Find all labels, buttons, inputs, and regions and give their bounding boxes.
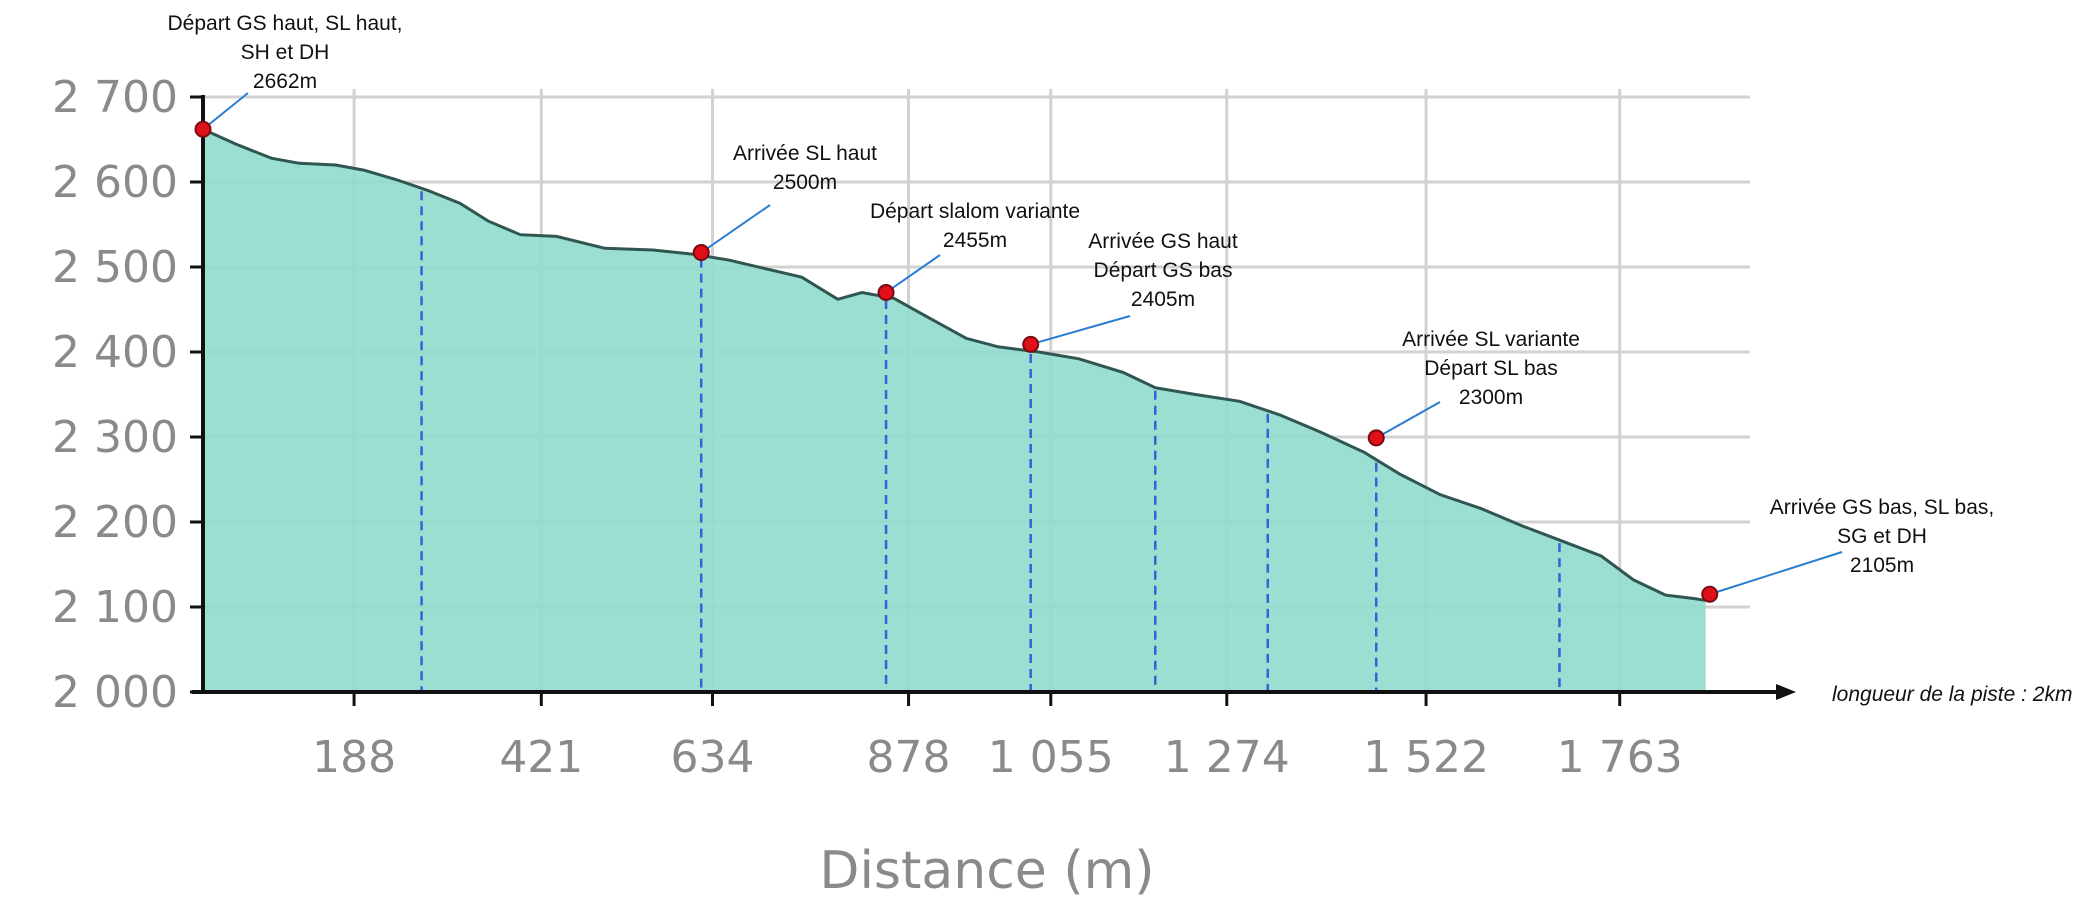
y-tick-label-7: 2 700 [52,72,178,123]
callout-text-3-0: Arrivée GS haut [1088,230,1238,253]
callout-marker-1 [692,244,710,262]
callout-leader-4 [1375,401,1441,439]
x-tick-label-3: 878 [867,732,951,783]
callout-leader-1 [700,204,771,254]
callout-leader-5 [1709,551,1843,596]
callout-leader-2 [885,254,941,294]
callout-text-5-0: Arrivée GS bas, SL bas, [1770,496,1995,519]
callout-4: Arrivée SL variante Départ SL bas 2300m [1367,328,1580,447]
callout-1: Arrivée SL haut 2500m [692,142,877,262]
y-tick-labels: 2 000 2 100 2 200 2 300 2 400 2 500 2 600 2 700 [52,72,178,718]
x-tick-label-7: 1 763 [1557,732,1683,783]
callout-text-1-1: 2500m [773,171,837,194]
piste-length-label: longueur de la piste : 2km [1832,683,2072,706]
y-tick-label-5: 2 500 [52,242,178,293]
x-tick-label-6: 1 522 [1363,732,1489,783]
callout-text-4-0: Arrivée SL variante [1402,328,1580,351]
elevation-area [203,129,1706,693]
y-tick-label-4: 2 400 [52,327,178,378]
y-tick-label-3: 2 300 [52,412,178,463]
callout-3: Arrivée GS haut Départ GS bas 2405m [1022,230,1238,353]
callout-text-2-0: Départ slalom variante [870,200,1080,223]
x-tick-label-4: 1 055 [988,732,1114,783]
callout-marker-2 [877,284,895,301]
x-axis-arrowhead [1776,684,1796,700]
callout-text-4-1: Départ SL bas [1424,357,1557,380]
y-tick-label-1: 2 100 [52,582,178,633]
x-tick-label-2: 634 [670,732,754,783]
callout-0: Départ GS haut, SL haut, SH et DH 2662m [167,12,403,138]
x-tick-label-5: 1 274 [1164,732,1290,783]
callout-marker-0 [194,120,212,138]
callout-text-3-2: 2405m [1131,288,1195,311]
elevation-line [202,127,1707,602]
gate-dashed-lines [420,191,1561,690]
callout-text-1-0: Arrivée SL haut [733,142,877,165]
axes [190,95,1796,706]
y-tick-label-6: 2 600 [52,157,178,208]
callout-text-3-1: Départ GS bas [1094,259,1233,282]
callout-marker-4 [1367,429,1385,447]
x-tick-label-1: 421 [499,732,583,783]
callout-text-0-2: 2662m [253,70,317,93]
y-tick-label-0: 2 000 [52,667,178,718]
callout-leader-3 [1030,315,1131,346]
callout-marker-3 [1022,335,1040,353]
callout-marker-5 [1701,585,1719,603]
callout-text-2-1: 2455m [943,229,1007,252]
callout-leader-0 [202,92,249,131]
callout-2: Départ slalom variante 2455m [870,200,1080,301]
callout-5: Arrivée GS bas, SL bas, SG et DH 2105m [1701,496,1995,603]
callout-text-4-2: 2300m [1459,386,1523,409]
callout-text-5-1: SG et DH [1837,525,1927,548]
x-tick-label-0: 188 [312,732,396,783]
x-axis-label: Distance (m) [819,841,1154,897]
callout-text-0-0: Départ GS haut, SL haut, [167,12,402,35]
y-tick-label-2: 2 200 [52,497,178,548]
x-tick-labels: 188 421 634 878 1 055 1 274 1 522 1 763 [312,732,1683,783]
callouts: Départ GS haut, SL haut, SH et DH 2662m Arr… [167,12,1995,603]
callout-text-0-1: SH et DH [241,41,330,64]
callout-text-5-2: 2105m [1850,554,1914,577]
